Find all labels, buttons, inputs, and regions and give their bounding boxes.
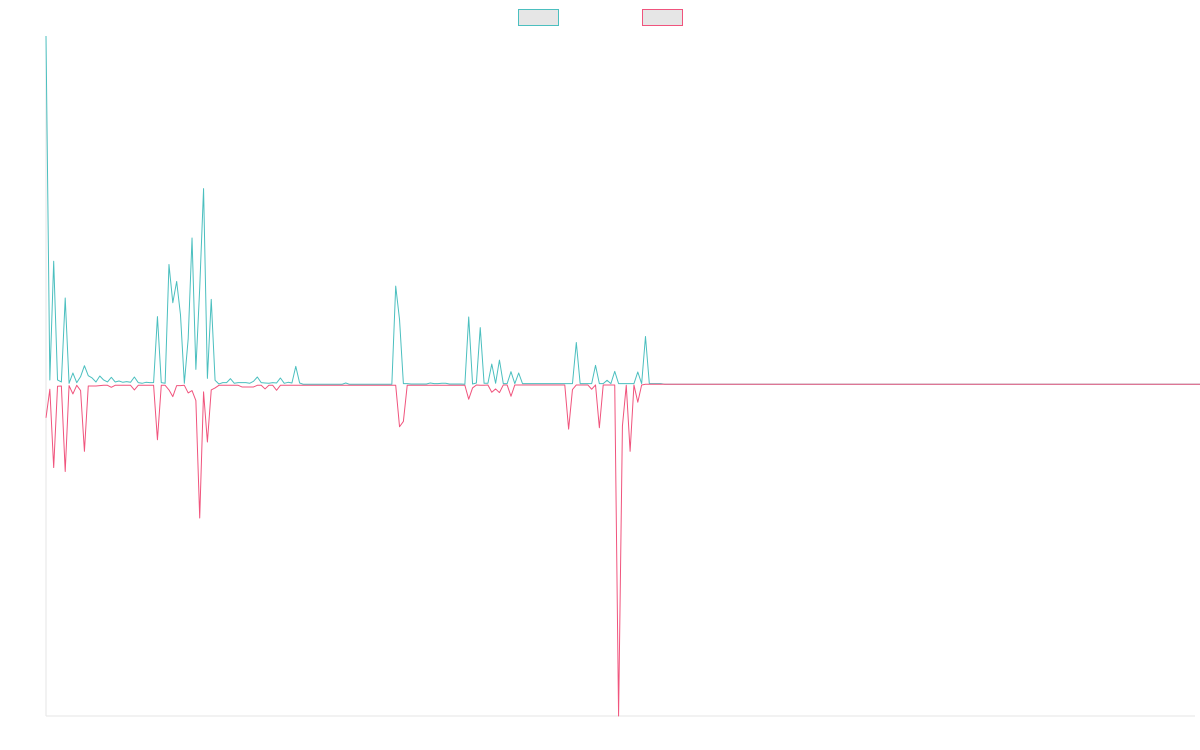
- series-line-1: [45, 35, 1200, 385]
- legend: [518, 9, 683, 26]
- series-lines: [45, 35, 1200, 717]
- legend-swatch-2: [642, 9, 683, 26]
- legend-swatch-1: [518, 9, 559, 26]
- series-line-2: [45, 383, 1200, 717]
- axes: [45, 36, 1195, 717]
